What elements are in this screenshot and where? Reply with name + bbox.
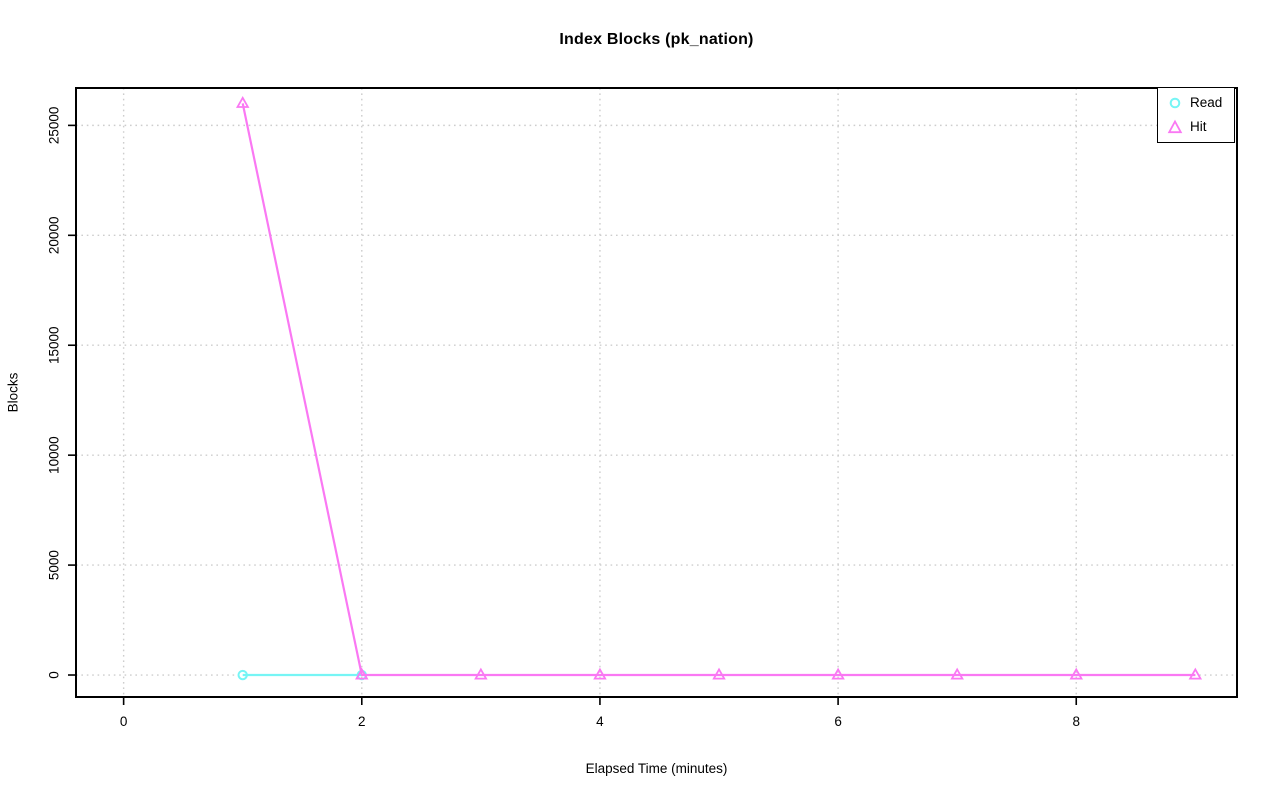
x-axis-label: Elapsed Time (minutes) <box>585 761 728 776</box>
svg-text:5000: 5000 <box>47 550 62 580</box>
svg-text:25000: 25000 <box>47 107 62 145</box>
legend-label-hit: Hit <box>1190 119 1207 135</box>
legend: Read Hit <box>1157 87 1235 143</box>
svg-text:4: 4 <box>596 714 604 729</box>
svg-text:0: 0 <box>47 671 62 679</box>
hit-marker-icon <box>1167 119 1183 134</box>
svg-text:6: 6 <box>834 714 842 729</box>
legend-label-read: Read <box>1190 95 1223 111</box>
svg-text:2: 2 <box>358 714 366 729</box>
svg-text:20000: 20000 <box>47 217 62 255</box>
svg-text:8: 8 <box>1072 714 1080 729</box>
svg-text:0: 0 <box>120 714 128 729</box>
read-marker-icon <box>1169 97 1181 109</box>
svg-text:10000: 10000 <box>47 436 62 474</box>
legend-item-hit: Hit <box>1167 117 1234 137</box>
chart-title: Index Blocks (pk_nation) <box>559 31 754 48</box>
legend-item-read: Read <box>1167 93 1234 113</box>
svg-text:15000: 15000 <box>47 326 62 364</box>
